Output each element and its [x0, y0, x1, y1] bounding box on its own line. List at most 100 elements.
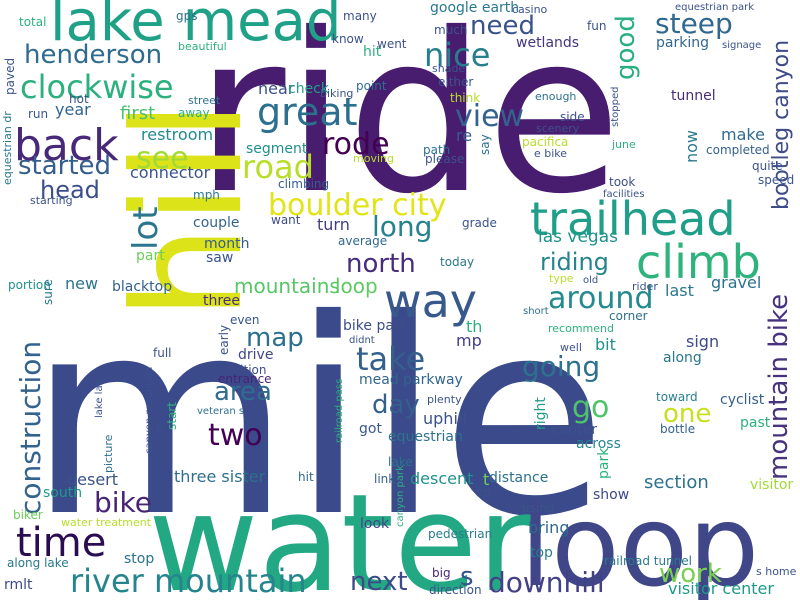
- word-long: long: [372, 210, 432, 243]
- word-lake-las: lake las: [94, 380, 105, 418]
- word-back: back: [14, 120, 119, 171]
- word-pedestrian: pedestrian: [428, 527, 492, 541]
- word-equestrian-park: equestrian park: [675, 2, 754, 13]
- word-show: show: [593, 487, 629, 503]
- word-steep: steep: [655, 7, 733, 40]
- word-henderson: henderson: [24, 40, 162, 70]
- word-tunnel: tunnel: [671, 88, 716, 104]
- word-gps: gps: [176, 9, 198, 23]
- word-clockwise: clockwise: [20, 68, 174, 106]
- word-s-home: s home: [756, 565, 797, 578]
- word-south: south: [43, 485, 82, 501]
- word-turn: turn: [317, 215, 350, 234]
- word-scenery: scenery: [536, 122, 580, 135]
- word-loop2: loop: [335, 274, 378, 298]
- word-th: th: [466, 317, 482, 336]
- word-area: area: [214, 377, 272, 407]
- word-today: today: [440, 255, 474, 269]
- word-casino: casino: [512, 3, 548, 16]
- word-shade: shade: [432, 62, 465, 75]
- word-wetlands: wetlands: [516, 35, 579, 51]
- word-hot: hot: [69, 92, 89, 106]
- word-either: either: [438, 75, 473, 89]
- word-see: see: [136, 141, 189, 176]
- word-uphill: uphill: [423, 409, 467, 428]
- word-sign: sign: [686, 332, 719, 351]
- word-bottle: bottle: [660, 422, 695, 436]
- word-drive: drive: [238, 347, 273, 363]
- word-blacktop: blacktop: [112, 279, 172, 295]
- word-boulder-city: boulder city: [268, 188, 446, 223]
- word-day: day: [372, 390, 420, 420]
- word-e-bike: e bike: [534, 147, 567, 160]
- word-completed: completed: [706, 143, 770, 157]
- word-connector: connector: [130, 163, 211, 182]
- word-year: year: [55, 100, 91, 119]
- word-bike: bike: [94, 486, 152, 519]
- word-visitor-center: visitor center: [668, 579, 774, 598]
- word-signage: signage: [722, 40, 761, 51]
- word-lake: lake: [388, 455, 413, 469]
- word-know: know: [332, 32, 364, 46]
- word-segment: segment: [246, 141, 308, 157]
- word-las-vegas: las vegas: [538, 227, 618, 247]
- word-started: started: [18, 151, 111, 181]
- word-make: make: [721, 125, 765, 144]
- word-check: check: [288, 81, 330, 97]
- word-mph: mph: [193, 188, 220, 202]
- word-time: time: [16, 520, 106, 566]
- word-start: start: [165, 402, 179, 430]
- word-run: run: [28, 107, 48, 121]
- word-head: head: [40, 176, 100, 204]
- word-road: road: [242, 148, 314, 186]
- word-three: three: [203, 293, 240, 309]
- word-mile: mile: [28, 261, 607, 576]
- word-hit2: hit: [363, 44, 382, 60]
- word-street: street: [188, 94, 221, 107]
- word-descent: descent: [410, 469, 473, 488]
- word-water: water: [148, 465, 533, 600]
- word-gravel: gravel: [711, 273, 761, 292]
- word-recommend: recommend: [548, 322, 614, 335]
- word-equestrian-dr: equestrian dr: [1, 111, 14, 185]
- word-mead-parkway: mead parkway: [359, 372, 463, 388]
- word-plenty: plenty: [427, 393, 462, 406]
- word-grade: grade: [462, 216, 497, 230]
- word-n: n: [156, 419, 164, 433]
- word-part: part: [136, 248, 165, 264]
- word-paved: paved: [3, 58, 17, 95]
- word-many: many: [343, 9, 377, 23]
- word-stopped: stopped: [610, 87, 621, 127]
- word-direction: direction: [429, 583, 482, 597]
- word-take: take: [356, 340, 425, 378]
- word-near: near: [258, 79, 295, 98]
- word-picture: picture: [102, 434, 115, 473]
- word-parking: parking: [656, 35, 709, 51]
- word-corner: corner: [609, 309, 648, 323]
- word-visitor: visitor: [750, 477, 793, 493]
- word-north: north: [346, 249, 416, 279]
- word-mountains: mountains: [234, 274, 340, 298]
- word-construction: construction: [14, 341, 47, 515]
- word-cyclist: cyclist: [720, 392, 765, 408]
- word-t: t: [483, 470, 489, 489]
- word-bit: bit: [595, 335, 616, 354]
- word-right: right: [533, 397, 549, 430]
- word-went: went: [377, 37, 407, 51]
- word-first: first: [120, 103, 155, 124]
- word-facilities: facilities: [603, 189, 645, 200]
- word-look: look: [360, 516, 390, 532]
- word-type: type: [549, 272, 574, 285]
- word-equestrian: equestrian: [388, 429, 463, 445]
- word-section: section: [644, 472, 709, 493]
- word-portion: portion: [8, 278, 51, 292]
- word-view: view: [455, 99, 524, 134]
- word-s: s: [460, 562, 474, 592]
- word-side: side: [560, 110, 585, 124]
- word-work: work: [659, 559, 722, 589]
- word-bootleg-canyon: bootleg canyon: [769, 40, 794, 210]
- word-toward: toward: [656, 390, 698, 404]
- word-go: go: [572, 390, 609, 425]
